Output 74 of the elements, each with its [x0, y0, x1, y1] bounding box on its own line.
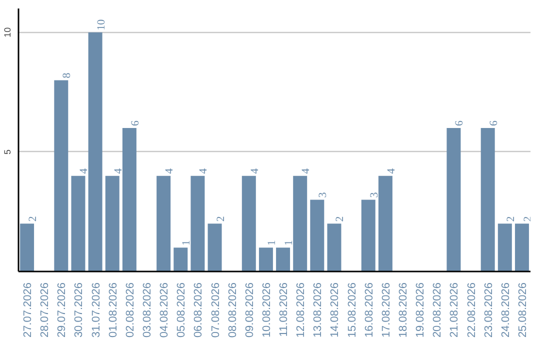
- x-tick-label: 14.08.2026: [329, 282, 342, 338]
- bar: [174, 248, 188, 272]
- x-tick-label: 28.07.2026: [39, 282, 52, 338]
- bar: [122, 128, 136, 272]
- data-label: 2: [504, 216, 517, 222]
- x-tick-label: 10.08.2026: [260, 282, 273, 338]
- x-tick-label: 09.08.2026: [244, 282, 256, 338]
- x-tick-label: 02.08.2026: [124, 282, 136, 338]
- data-label: 4: [300, 168, 312, 174]
- data-label: 2: [27, 216, 40, 222]
- bar: [258, 248, 273, 272]
- x-tick-label: 18.08.2026: [398, 282, 410, 338]
- data-label: 4: [198, 168, 210, 174]
- bar: [20, 224, 34, 272]
- x-tick-label: 11.08.2026: [278, 282, 290, 337]
- x-tick-label: 12.08.2026: [295, 282, 308, 338]
- bar: [105, 176, 120, 272]
- data-label: 1: [180, 240, 193, 246]
- bar: [88, 32, 102, 272]
- x-tick-label: 08.08.2026: [226, 282, 239, 338]
- bar: [310, 200, 324, 272]
- data-label: 6: [454, 120, 466, 126]
- data-label: 4: [385, 168, 398, 174]
- data-label: 10: [95, 18, 108, 30]
- bar: [208, 224, 222, 272]
- data-label: 4: [164, 168, 176, 174]
- bar: [242, 176, 256, 272]
- x-tick-label: 13.08.2026: [312, 282, 324, 338]
- bar: [156, 176, 171, 272]
- x-tick-label: 25.08.2026: [516, 282, 529, 338]
- data-label: 6: [129, 120, 142, 126]
- x-tick-label: 21.08.2026: [448, 282, 461, 338]
- x-tick-label: 05.08.2026: [176, 282, 188, 338]
- x-tick-label: 15.08.2026: [346, 282, 358, 338]
- bar: [514, 224, 529, 272]
- data-label: 8: [61, 72, 74, 78]
- data-label: 2: [214, 216, 227, 222]
- data-label: 3: [368, 192, 380, 198]
- data-label: 3: [317, 192, 330, 198]
- data-label: 1: [283, 240, 296, 246]
- data-label: 6: [488, 120, 500, 126]
- x-tick-label: 07.08.2026: [210, 282, 222, 338]
- x-tick-label: 19.08.2026: [414, 282, 427, 338]
- x-tick-label: 23.08.2026: [482, 282, 495, 338]
- bar: [327, 224, 342, 272]
- x-tick-label: 03.08.2026: [142, 282, 154, 338]
- x-tick-label: 04.08.2026: [158, 282, 171, 338]
- data-label: 4: [78, 168, 90, 174]
- x-tick-label: 22.08.2026: [466, 282, 478, 338]
- bar: [480, 128, 495, 272]
- bar: [71, 176, 86, 272]
- bar: [378, 176, 392, 272]
- x-tick-label: 29.07.2026: [56, 282, 68, 338]
- bar: [361, 200, 376, 272]
- bar: [190, 176, 205, 272]
- data-label: 4: [248, 168, 261, 174]
- bar: [54, 80, 68, 272]
- data-label: 2: [334, 216, 346, 222]
- bar: [293, 176, 308, 272]
- x-tick-label: 16.08.2026: [363, 282, 376, 338]
- y-tick-label: 5: [2, 149, 12, 154]
- x-tick-label: 01.08.2026: [107, 282, 120, 338]
- x-tick-label: 06.08.2026: [192, 282, 205, 338]
- bar: [446, 128, 461, 272]
- x-tick-label: 17.08.2026: [380, 282, 392, 338]
- x-tick-label: 27.07.2026: [22, 282, 34, 338]
- x-tick-label: 24.08.2026: [500, 282, 512, 338]
- data-label: 1: [266, 240, 278, 246]
- bar: [276, 248, 290, 272]
- data-label: 4: [112, 168, 124, 174]
- bar: [498, 224, 512, 272]
- x-tick-label: 30.07.2026: [73, 282, 86, 338]
- x-tick-label: 31.07.2026: [90, 282, 102, 338]
- x-tick-label: 20.08.2026: [432, 282, 444, 338]
